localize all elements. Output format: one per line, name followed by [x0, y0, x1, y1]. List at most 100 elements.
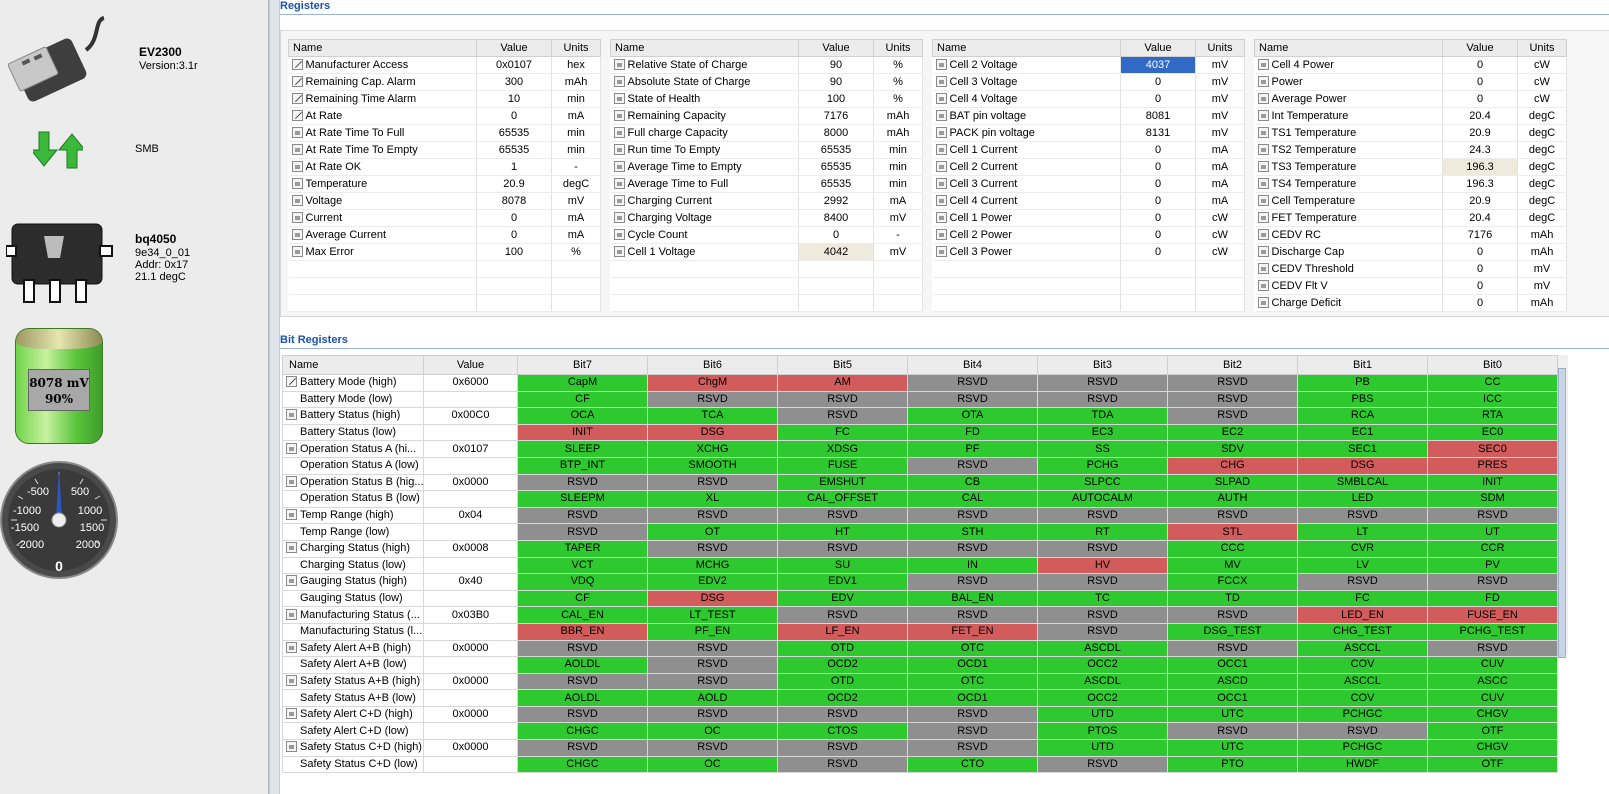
bit-flag-cell[interactable]: LT_TEST	[647, 606, 778, 624]
register-row[interactable]: Max Error 100%	[288, 243, 601, 261]
panel-splitter[interactable]	[269, 0, 280, 794]
bit-flag-cell[interactable]: RSVD	[1427, 573, 1558, 591]
bit-flag-cell[interactable]: COV	[1297, 656, 1428, 674]
register-name-cell[interactable]: Cell 2 Current	[932, 158, 1121, 176]
bit-flag-cell[interactable]: PCHG	[1037, 456, 1168, 475]
bit-flag-cell[interactable]: EDV2	[647, 573, 778, 591]
bit-register-row[interactable]: Operation Status A (hi... 0x0107 SLEEP XCHG…	[282, 440, 1558, 458]
bit-flag-cell[interactable]: FCCX	[1167, 573, 1298, 591]
bit-flag-cell[interactable]: PTOS	[1037, 722, 1168, 741]
register-value[interactable]: 0	[1120, 90, 1196, 108]
bit-flag-cell[interactable]: PCHGC	[1297, 739, 1428, 757]
bit-flag-cell[interactable]: RSVD	[1167, 639, 1298, 658]
bit-register-name-cell[interactable]: Battery Mode (low)	[282, 390, 424, 409]
bit-flag-cell[interactable]: OTC	[907, 672, 1038, 691]
bit-flag-cell[interactable]: OCC1	[1167, 689, 1298, 707]
bit-flag-cell[interactable]: RSVD	[907, 390, 1038, 409]
column-header-units[interactable]: Units	[551, 39, 601, 57]
bit-register-name-cell[interactable]: Gauging Status (high)	[282, 573, 424, 591]
column-header-value[interactable]: Value	[1120, 39, 1196, 57]
bit-flag-cell[interactable]: VCT	[517, 556, 648, 575]
bit-register-value[interactable]	[423, 755, 518, 774]
register-value[interactable]: 0	[476, 209, 552, 227]
bit-flag-cell[interactable]: RSVD	[1037, 390, 1168, 409]
bit-flag-cell[interactable]: CUV	[1427, 689, 1558, 707]
register-name-cell[interactable]: Int Temperature	[1254, 107, 1443, 125]
bit-flag-cell[interactable]: CTOS	[777, 722, 908, 741]
bit-flag-cell[interactable]: RSVD	[907, 374, 1038, 392]
bit-flag-cell[interactable]: AUTH	[1167, 490, 1298, 508]
register-value[interactable]: 10	[476, 90, 552, 108]
register-name-cell[interactable]: CEDV RC	[1254, 226, 1443, 244]
bit-flag-cell[interactable]: RSVD	[517, 523, 648, 541]
bit-flag-cell[interactable]: OCC2	[1037, 656, 1168, 674]
bit-flag-cell[interactable]: INIT	[517, 423, 648, 442]
bit-register-value[interactable]: 0x03B0	[423, 606, 518, 624]
bit-register-row[interactable]: Operation Status B (hig... 0x0000 RSVD RSVD…	[282, 473, 1558, 492]
register-name-cell[interactable]: Cell 1 Power	[932, 209, 1121, 227]
bit-flag-cell[interactable]: OT	[647, 523, 778, 541]
bit-flag-cell[interactable]: RSVD	[517, 672, 648, 691]
bit-flag-cell[interactable]: OTF	[1427, 722, 1558, 741]
register-name-cell[interactable]: Relative State of Charge	[610, 56, 799, 74]
column-header-name[interactable]: Name	[932, 39, 1121, 57]
bit-register-row[interactable]: Safety Status C+D (low) CHGC OC RSVD CTO RSVD…	[282, 755, 1558, 774]
bit-flag-cell[interactable]: PCHGC	[1297, 705, 1428, 724]
register-name-cell[interactable]: Cell 3 Current	[932, 175, 1121, 193]
register-row[interactable]: Cell 2 Power 0 cW	[932, 226, 1245, 244]
bit-flag-cell[interactable]: RSVD	[647, 390, 778, 409]
register-row[interactable]: At Rate Time To Full 65535 min	[288, 124, 601, 142]
bit-flag-cell[interactable]: RSVD	[907, 539, 1038, 558]
bit-register-row[interactable]: Safety Alert C+D (low) CHGC OC CTOS RSVD PTOS…	[282, 722, 1558, 741]
register-row[interactable]: Average Power 0 cW	[1254, 90, 1567, 108]
bit-register-row[interactable]: Manufacturing Status (... 0x03B0 CAL_EN LT_…	[282, 606, 1558, 624]
bit-flag-cell[interactable]: CTO	[907, 755, 1038, 774]
bit-column-header[interactable]: Bit2	[1167, 355, 1298, 375]
bit-flag-cell[interactable]: STL	[1167, 523, 1298, 541]
register-value[interactable]: 0	[798, 226, 874, 244]
bit-flag-cell[interactable]: CHGV	[1427, 739, 1558, 757]
register-row[interactable]: At Rate OK 1-	[288, 158, 601, 176]
register-row[interactable]: Remaining Capacity 7176 mAh	[610, 107, 923, 125]
register-row[interactable]: Current 0 mA	[288, 209, 601, 227]
bit-flag-cell[interactable]: RSVD	[777, 739, 908, 757]
bit-flag-cell[interactable]: EC0	[1427, 423, 1558, 442]
bit-flag-cell[interactable]: SDV	[1167, 440, 1298, 458]
bit-flag-cell[interactable]: BAL_EN	[907, 589, 1038, 608]
register-row[interactable]: Average Time to Empty 65535 min	[610, 158, 923, 176]
column-header-value[interactable]: Value	[798, 39, 874, 57]
column-header-units[interactable]: Units	[1517, 39, 1567, 57]
register-row[interactable]: Cell 2 Current 0 mA	[932, 158, 1245, 176]
register-name-cell[interactable]: FET Temperature	[1254, 209, 1443, 227]
bit-column-header[interactable]: Value	[423, 355, 518, 375]
register-value[interactable]: 0	[1120, 73, 1196, 91]
register-value[interactable]: 8000	[798, 124, 874, 142]
bit-flag-cell[interactable]: CVR	[1297, 539, 1428, 558]
bit-flag-cell[interactable]: VDQ	[517, 573, 648, 591]
register-name-cell[interactable]: Manufacturer Access	[288, 56, 477, 74]
register-row[interactable]: FET Temperature 20.4 degC	[1254, 209, 1567, 227]
register-value[interactable]: 100	[476, 243, 552, 261]
register-row[interactable]: Cell Temperature 20.9 degC	[1254, 192, 1567, 210]
column-header-value[interactable]: Value	[1442, 39, 1518, 57]
bit-flag-cell[interactable]: INIT	[1427, 473, 1558, 492]
bit-flag-cell[interactable]: CF	[517, 589, 648, 608]
bit-flag-cell[interactable]: ICC	[1427, 390, 1558, 409]
bit-register-row[interactable]: Battery Status (high) 0x00C0 OCA TCA RSVD OTA…	[282, 407, 1558, 425]
bit-flag-cell[interactable]: RSVD	[1297, 506, 1428, 525]
register-row[interactable]: Power 0 cW	[1254, 73, 1567, 91]
register-name-cell[interactable]: At Rate Time To Full	[288, 124, 477, 142]
register-row[interactable]: Average Current 0 mA	[288, 226, 601, 244]
bit-register-row[interactable]: Safety Alert A+B (high) 0x0000 RSVD RSVD OTD…	[282, 639, 1558, 658]
bit-flag-cell[interactable]: RCA	[1297, 407, 1428, 425]
register-row[interactable]: TS1 Temperature 20.9 degC	[1254, 124, 1567, 142]
bit-flag-cell[interactable]: RSVD	[647, 656, 778, 674]
register-value[interactable]: 0	[1442, 56, 1518, 74]
bit-register-row[interactable]: Temp Range (low) RSVD OT HT STH RT STL LT UT	[282, 523, 1558, 541]
bit-flag-cell[interactable]: RSVD	[1037, 573, 1168, 591]
bit-flag-cell[interactable]: CB	[907, 473, 1038, 492]
bit-register-name-cell[interactable]: Battery Status (low)	[282, 423, 424, 442]
bit-register-name-cell[interactable]: Safety Status A+B (high)	[282, 672, 424, 691]
bit-flag-cell[interactable]: PRES	[1427, 456, 1558, 475]
register-row[interactable]: Cell 2 Voltage 4037 mV	[932, 56, 1245, 74]
